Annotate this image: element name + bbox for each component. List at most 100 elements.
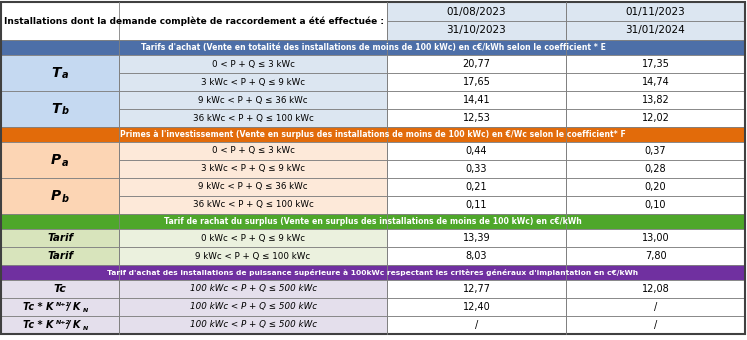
- Text: Installations dont la demande complète de raccordement a été effectuée :: Installations dont la demande complète d…: [4, 16, 384, 26]
- Text: /: /: [475, 320, 478, 330]
- Text: 36 kWc < P + Q ≤ 100 kWc: 36 kWc < P + Q ≤ 100 kWc: [193, 114, 314, 122]
- Text: a: a: [62, 157, 68, 168]
- Text: 0,10: 0,10: [645, 200, 666, 210]
- Text: 20,77: 20,77: [462, 59, 491, 69]
- Bar: [1, 127, 745, 142]
- Text: T: T: [52, 102, 61, 116]
- Text: 17,65: 17,65: [462, 77, 491, 87]
- Text: 0,37: 0,37: [645, 146, 666, 156]
- Text: 31/10/2023: 31/10/2023: [447, 26, 506, 35]
- Text: a: a: [62, 70, 68, 81]
- Bar: [119, 196, 387, 214]
- Bar: [119, 316, 387, 334]
- Text: 31/01/2024: 31/01/2024: [626, 26, 686, 35]
- Text: 100 kWc < P + Q ≤ 500 kWc: 100 kWc < P + Q ≤ 500 kWc: [190, 303, 317, 311]
- Bar: [1, 280, 119, 298]
- Bar: [566, 91, 745, 109]
- Text: Tc * K: Tc * K: [23, 320, 54, 330]
- Bar: [387, 160, 566, 178]
- Text: 0,21: 0,21: [465, 182, 487, 192]
- Text: Primes à l'investissement (Vente en surplus des installations de moins de 100 kW: Primes à l'investissement (Vente en surp…: [120, 130, 626, 139]
- Bar: [1, 142, 119, 178]
- Bar: [119, 73, 387, 91]
- Bar: [1, 265, 745, 280]
- Text: N: N: [83, 307, 88, 312]
- Text: / K: / K: [67, 320, 81, 330]
- Bar: [387, 73, 566, 91]
- Text: 12,08: 12,08: [642, 284, 669, 294]
- Text: 0 < P + Q ≤ 3 kWc: 0 < P + Q ≤ 3 kWc: [211, 59, 294, 68]
- Text: Tarif: Tarif: [47, 251, 73, 261]
- Text: 14,41: 14,41: [462, 95, 490, 105]
- Text: 12,53: 12,53: [462, 113, 491, 123]
- Bar: [119, 247, 387, 265]
- Bar: [387, 229, 566, 247]
- Bar: [387, 196, 566, 214]
- Bar: [387, 21, 566, 40]
- Text: 9 kWc < P + Q ≤ 36 kWc: 9 kWc < P + Q ≤ 36 kWc: [198, 183, 308, 191]
- Bar: [119, 142, 387, 160]
- Text: /: /: [654, 302, 657, 312]
- Text: 3 kWc < P + Q ≤ 9 kWc: 3 kWc < P + Q ≤ 9 kWc: [201, 165, 305, 173]
- Bar: [387, 109, 566, 127]
- Bar: [1, 229, 119, 247]
- Text: b: b: [61, 193, 69, 204]
- Text: 100 kWc < P + Q ≤ 500 kWc: 100 kWc < P + Q ≤ 500 kWc: [190, 285, 317, 293]
- Text: 9 kWc < P + Q ≤ 36 kWc: 9 kWc < P + Q ≤ 36 kWc: [198, 96, 308, 104]
- Bar: [1, 91, 119, 127]
- Text: P: P: [51, 153, 61, 167]
- Text: N+1: N+1: [56, 302, 71, 306]
- Text: Tarifs d'achat (Vente en totalité des installations de moins de 100 kWc) en c€/k: Tarifs d'achat (Vente en totalité des in…: [140, 43, 605, 52]
- Bar: [1, 316, 119, 334]
- Text: 12,40: 12,40: [462, 302, 490, 312]
- Bar: [566, 229, 745, 247]
- Bar: [566, 73, 745, 91]
- Text: 01/11/2023: 01/11/2023: [626, 6, 686, 17]
- Text: Tarif: Tarif: [47, 233, 73, 243]
- Bar: [566, 2, 745, 21]
- Bar: [387, 280, 566, 298]
- Text: / K: / K: [67, 302, 81, 312]
- Bar: [566, 196, 745, 214]
- Text: Tarif d'achat des installations de puissance supérieure à 100kWc respectant les : Tarif d'achat des installations de puiss…: [108, 269, 639, 276]
- Text: 0 kWc < P + Q ≤ 9 kWc: 0 kWc < P + Q ≤ 9 kWc: [201, 234, 305, 242]
- Text: Tc * K: Tc * K: [23, 302, 54, 312]
- Bar: [387, 142, 566, 160]
- Text: 0,11: 0,11: [465, 200, 487, 210]
- Text: 13,39: 13,39: [462, 233, 490, 243]
- Bar: [387, 55, 566, 73]
- Bar: [387, 178, 566, 196]
- Text: Tarif de rachat du surplus (Vente en surplus des installations de moins de 100 k: Tarif de rachat du surplus (Vente en sur…: [164, 217, 582, 226]
- Text: 7,80: 7,80: [645, 251, 666, 261]
- Bar: [566, 247, 745, 265]
- Bar: [387, 91, 566, 109]
- Text: N: N: [83, 325, 88, 330]
- Text: /: /: [654, 320, 657, 330]
- Bar: [566, 280, 745, 298]
- Bar: [566, 298, 745, 316]
- Bar: [566, 109, 745, 127]
- Text: Tc: Tc: [54, 284, 66, 294]
- Bar: [566, 55, 745, 73]
- Text: 12,77: 12,77: [462, 284, 491, 294]
- Bar: [1, 40, 745, 55]
- Bar: [1, 55, 119, 91]
- Bar: [566, 142, 745, 160]
- Text: 8,03: 8,03: [465, 251, 487, 261]
- Bar: [387, 2, 566, 21]
- Text: 0,44: 0,44: [465, 146, 487, 156]
- Text: 17,35: 17,35: [642, 59, 669, 69]
- Text: 01/08/2023: 01/08/2023: [447, 6, 506, 17]
- Bar: [566, 21, 745, 40]
- Text: 9 kWc < P + Q ≤ 100 kWc: 9 kWc < P + Q ≤ 100 kWc: [196, 252, 311, 260]
- Text: 0,33: 0,33: [465, 164, 487, 174]
- Text: 100 kWc < P + Q ≤ 500 kWc: 100 kWc < P + Q ≤ 500 kWc: [190, 321, 317, 329]
- Text: P: P: [51, 189, 61, 203]
- Text: 3 kWc < P + Q ≤ 9 kWc: 3 kWc < P + Q ≤ 9 kWc: [201, 78, 305, 86]
- Bar: [566, 160, 745, 178]
- Text: b: b: [61, 106, 69, 117]
- Bar: [119, 91, 387, 109]
- Text: 13,00: 13,00: [642, 233, 669, 243]
- Bar: [387, 316, 566, 334]
- Bar: [566, 178, 745, 196]
